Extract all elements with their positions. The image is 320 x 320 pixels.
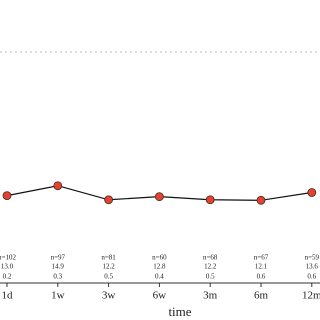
- x-axis-label: time: [168, 304, 191, 319]
- n-label: n=67: [254, 254, 269, 262]
- mean-label: 12.2: [102, 263, 115, 271]
- mean-label: 13.0: [1, 263, 14, 271]
- error-label: 0.5: [206, 273, 215, 281]
- x-tick-label: 1d: [2, 290, 14, 302]
- x-tick-label: 3w: [102, 290, 116, 302]
- mean-label: 14.9: [52, 263, 65, 271]
- x-tick-label: 6w: [153, 290, 167, 302]
- error-label: 0.5: [104, 273, 113, 281]
- x-tick-label: 3m: [203, 290, 218, 302]
- mean-point: [205, 195, 215, 205]
- error-label: 0.4: [155, 273, 164, 281]
- n-label: n=81: [101, 254, 116, 262]
- mean-point: [104, 195, 113, 205]
- mean-point: [256, 195, 266, 205]
- n-label: n=97: [51, 254, 66, 262]
- mean-point: [154, 192, 164, 202]
- mean-label: 12.2: [204, 263, 217, 271]
- error-label: 0.3: [53, 273, 62, 281]
- x-tick-label: 1w: [51, 290, 65, 302]
- mean-point: [307, 188, 317, 197]
- mean-point: [53, 181, 63, 191]
- error-label: 0.2: [3, 273, 12, 281]
- x-tick-label: 12m: [302, 290, 320, 302]
- mean-point: [2, 191, 12, 201]
- error-label: 0.6: [307, 273, 316, 281]
- x-tick-label: 6m: [254, 290, 269, 302]
- error-label: 0.6: [257, 273, 266, 281]
- n-label: n=102: [0, 254, 16, 262]
- mean-label: 12.1: [255, 263, 268, 271]
- n-label: n=68: [203, 254, 218, 262]
- mean-label: 13.6: [306, 263, 319, 271]
- n-label: n=59: [305, 254, 320, 262]
- n-label: n=60: [152, 254, 167, 262]
- mean-label: 12.8: [153, 263, 166, 271]
